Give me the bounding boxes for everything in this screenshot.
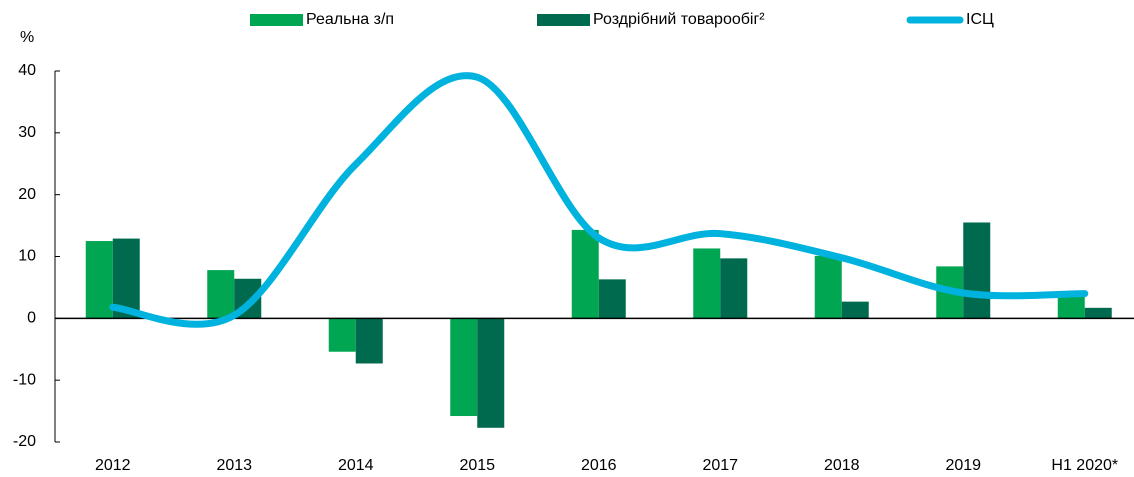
bar	[477, 318, 505, 428]
bar	[598, 279, 626, 319]
y-tick-label: -20	[13, 433, 36, 450]
x-tick-label: 2014	[338, 457, 374, 474]
legend-swatch	[250, 14, 303, 26]
bar	[814, 255, 842, 319]
bar	[720, 258, 748, 319]
y-tick-label: 20	[18, 186, 36, 203]
x-tick-label: 2016	[581, 457, 617, 474]
bar	[328, 318, 356, 352]
legend-label: Реальна з/п	[306, 11, 394, 28]
y-tick-label: 0	[27, 310, 36, 327]
bar	[450, 318, 478, 417]
legend-label: Роздрібний товарообіг²	[593, 11, 765, 28]
x-tick-label: 2017	[702, 457, 738, 474]
y-tick-label: 30	[18, 124, 36, 141]
y-tick-label: -10	[13, 371, 36, 388]
bar	[85, 241, 113, 319]
bar	[841, 301, 869, 319]
bar	[963, 222, 991, 319]
legend-label: ІСЦ	[966, 11, 994, 28]
x-tick-label: 2019	[945, 457, 981, 474]
bar	[355, 318, 383, 364]
y-axis-label: %	[20, 29, 34, 46]
bar	[1084, 307, 1112, 319]
bar	[693, 248, 721, 319]
bar	[207, 270, 235, 319]
x-tick-label: 2015	[459, 457, 495, 474]
y-tick-label: 40	[18, 62, 36, 79]
line	[109, 72, 1089, 328]
y-tick-label: 10	[18, 248, 36, 265]
bar	[571, 229, 599, 319]
x-tick-label: 2012	[95, 457, 131, 474]
x-tick-label: H1 2020*	[1051, 457, 1118, 474]
x-tick-label: 2018	[824, 457, 860, 474]
legend-swatch	[537, 14, 590, 26]
x-tick-label: 2013	[216, 457, 252, 474]
